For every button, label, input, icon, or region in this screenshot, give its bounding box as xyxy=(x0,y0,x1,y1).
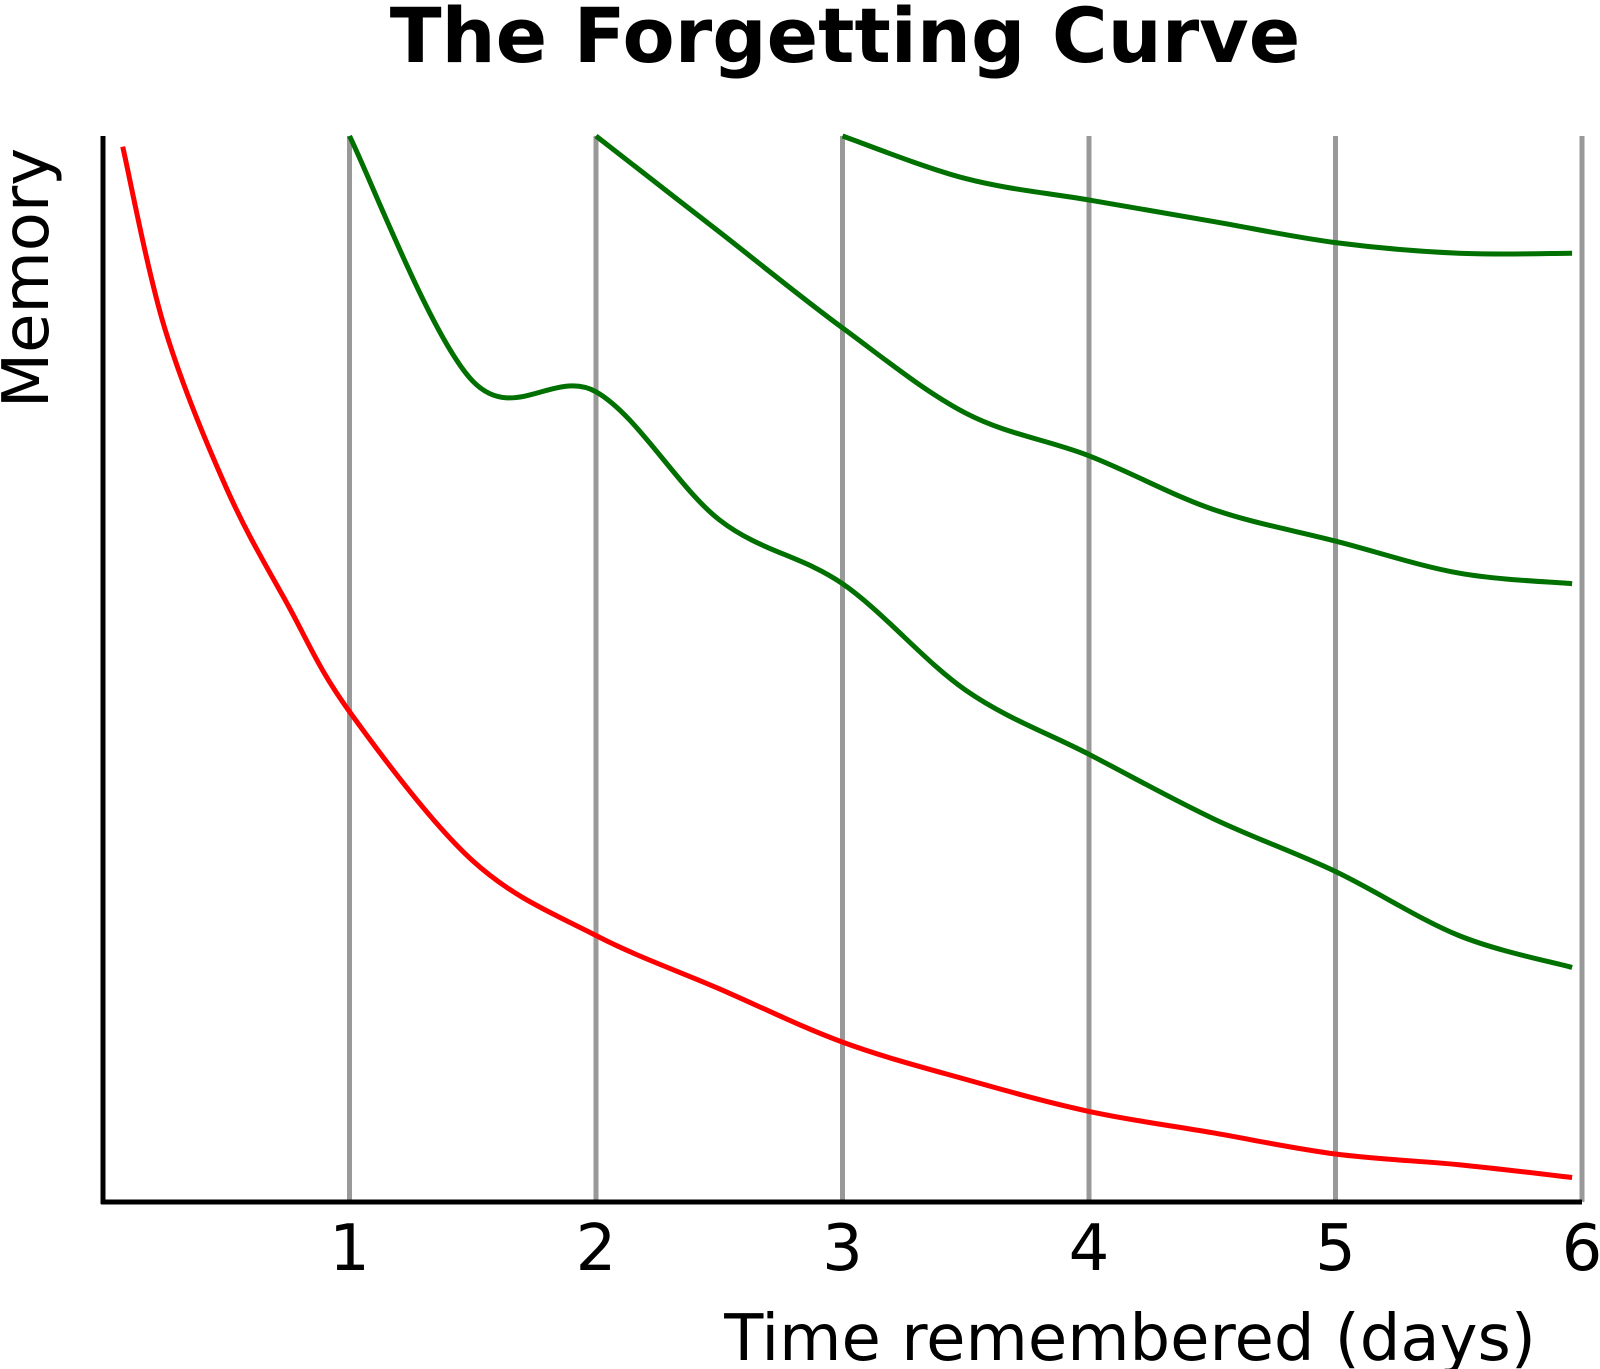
series-lines xyxy=(120,133,1573,1180)
review-curve-line-3 xyxy=(841,133,1573,257)
x-tick-label: 6 xyxy=(1562,1212,1600,1286)
forgetting-curve-line xyxy=(120,146,1573,1180)
x-tick-label: 3 xyxy=(822,1212,863,1286)
y-axis-label: Memory xyxy=(0,148,64,408)
axes xyxy=(100,136,1582,1205)
gridlines xyxy=(347,136,1585,1202)
review-curve-line-2 xyxy=(594,134,1573,587)
x-tick-labels: 1 2 3 4 5 6 xyxy=(329,1212,1600,1286)
x-axis-label: Time remembered (days) xyxy=(723,1302,1536,1369)
x-tick-label: 2 xyxy=(576,1212,617,1286)
chart-title: The Forgetting Curve xyxy=(390,0,1301,80)
x-tick-label: 4 xyxy=(1069,1212,1110,1286)
x-tick-label: 5 xyxy=(1315,1212,1356,1286)
x-tick-label: 1 xyxy=(329,1212,370,1286)
review-curve-line-1 xyxy=(347,134,1573,970)
